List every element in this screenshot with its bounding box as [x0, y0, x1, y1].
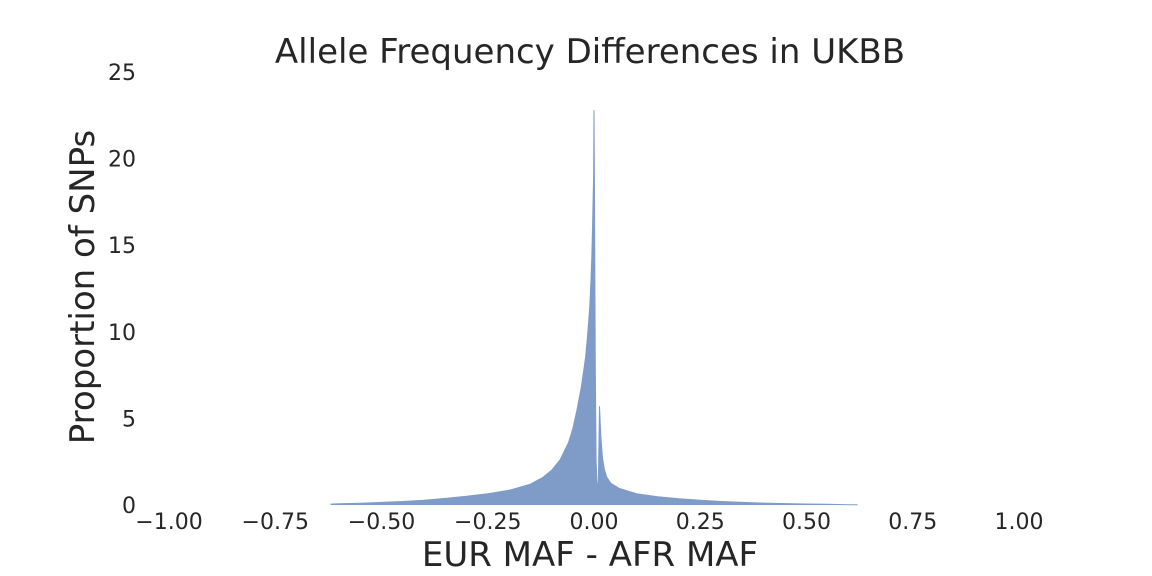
- y-tick-label: 0: [122, 494, 136, 519]
- y-tick-label: 5: [122, 407, 136, 432]
- y-tick-labels: 0 5 10 15 20 25: [108, 61, 136, 519]
- x-tick-label: 1.00: [995, 510, 1044, 535]
- x-tick-label: 0.75: [888, 510, 937, 535]
- y-axis-label: Proportion of SNPs: [63, 130, 103, 444]
- chart-title: Allele Frequency Differences in UKBB: [275, 32, 905, 72]
- x-tick-label: 0.25: [676, 510, 725, 535]
- y-tick-label: 20: [108, 148, 136, 173]
- x-tick-labels: −1.00 −0.75 −0.50 −0.25 0.00 0.25 0.50 0.75 1.00: [135, 510, 1043, 535]
- x-axis: −1.00 −0.75 −0.50 −0.25 0.00 0.25 0.50 0.75 1.00…: [135, 510, 1043, 575]
- histogram-area: [330, 110, 858, 505]
- x-tick-label: 0.50: [782, 510, 831, 535]
- x-tick-label: 0.00: [570, 510, 619, 535]
- x-tick-label: −0.25: [454, 510, 521, 535]
- x-tick-label: −0.75: [242, 510, 309, 535]
- y-axis: Proportion of SNPs 0 5 10 15 20 25: [63, 61, 136, 519]
- y-tick-label: 25: [108, 61, 136, 86]
- x-tick-label: −1.00: [135, 510, 202, 535]
- x-tick-label: −0.50: [348, 510, 415, 535]
- y-tick-label: 15: [108, 234, 136, 259]
- y-tick-label: 10: [108, 321, 136, 346]
- histogram-outline: [330, 110, 858, 506]
- x-axis-label: EUR MAF - AFR MAF: [422, 535, 758, 575]
